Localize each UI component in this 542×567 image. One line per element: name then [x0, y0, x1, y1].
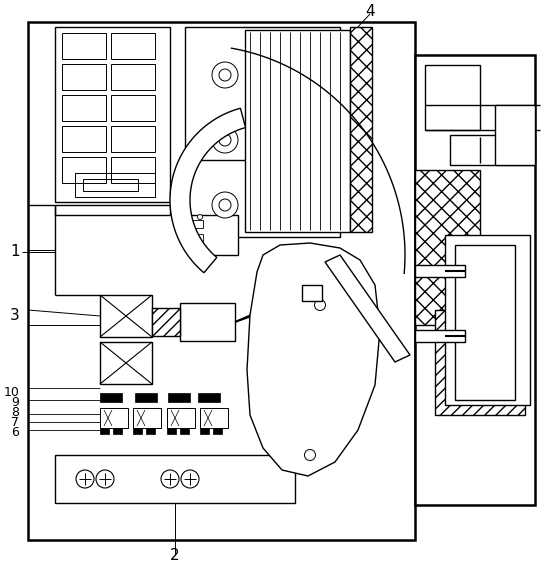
Bar: [435, 310, 525, 415]
Bar: [133, 428, 142, 434]
Circle shape: [219, 69, 231, 81]
Bar: [100, 408, 128, 428]
Bar: [100, 393, 122, 402]
Bar: [495, 105, 535, 165]
Text: 4: 4: [365, 5, 375, 19]
Circle shape: [96, 470, 114, 488]
Bar: [193, 220, 203, 228]
Bar: [168, 393, 190, 402]
Circle shape: [219, 134, 231, 146]
Circle shape: [212, 62, 238, 88]
Circle shape: [314, 299, 326, 311]
Bar: [455, 245, 515, 400]
Bar: [55, 455, 295, 503]
Bar: [62, 126, 106, 152]
Bar: [200, 428, 209, 434]
Bar: [198, 393, 220, 402]
Bar: [185, 27, 340, 237]
Circle shape: [305, 450, 315, 460]
Bar: [75, 173, 155, 197]
Bar: [200, 408, 228, 428]
Bar: [111, 64, 155, 90]
Bar: [445, 235, 530, 405]
Bar: [28, 22, 415, 540]
Circle shape: [197, 214, 203, 219]
Circle shape: [76, 470, 94, 488]
Bar: [62, 33, 106, 59]
Bar: [167, 428, 176, 434]
Bar: [450, 135, 535, 165]
Bar: [133, 408, 161, 428]
Bar: [350, 27, 372, 232]
Bar: [111, 95, 155, 121]
Bar: [111, 126, 155, 152]
Bar: [111, 157, 155, 183]
Bar: [425, 65, 480, 130]
Bar: [415, 55, 535, 505]
Bar: [113, 428, 122, 434]
Bar: [193, 234, 203, 242]
Bar: [213, 428, 222, 434]
Text: 6: 6: [11, 425, 19, 438]
Bar: [146, 428, 155, 434]
Circle shape: [212, 127, 238, 153]
Polygon shape: [325, 255, 410, 362]
Circle shape: [219, 199, 231, 211]
Bar: [302, 285, 322, 301]
Circle shape: [181, 470, 199, 488]
Text: 1: 1: [10, 244, 20, 260]
Circle shape: [177, 214, 184, 221]
Bar: [180, 303, 235, 341]
Text: 10: 10: [4, 387, 20, 400]
Bar: [100, 295, 152, 337]
Bar: [415, 265, 465, 277]
Bar: [55, 27, 170, 202]
Text: 3: 3: [10, 307, 20, 323]
Text: 8: 8: [11, 407, 19, 420]
Bar: [62, 64, 106, 90]
Bar: [167, 408, 195, 428]
Bar: [100, 428, 109, 434]
Polygon shape: [247, 243, 380, 476]
Text: 2: 2: [170, 548, 180, 562]
Polygon shape: [245, 30, 350, 232]
Bar: [188, 215, 238, 255]
Bar: [83, 179, 138, 191]
Bar: [415, 170, 480, 325]
Text: 7: 7: [11, 416, 19, 429]
Text: 9: 9: [11, 396, 19, 408]
Polygon shape: [170, 108, 246, 273]
Bar: [135, 393, 157, 402]
Circle shape: [212, 192, 238, 218]
Bar: [415, 330, 465, 342]
Bar: [180, 428, 189, 434]
Bar: [100, 342, 152, 384]
Bar: [175, 208, 187, 226]
Bar: [152, 308, 180, 336]
Bar: [111, 33, 155, 59]
Bar: [62, 95, 106, 121]
Bar: [62, 157, 106, 183]
Circle shape: [161, 470, 179, 488]
